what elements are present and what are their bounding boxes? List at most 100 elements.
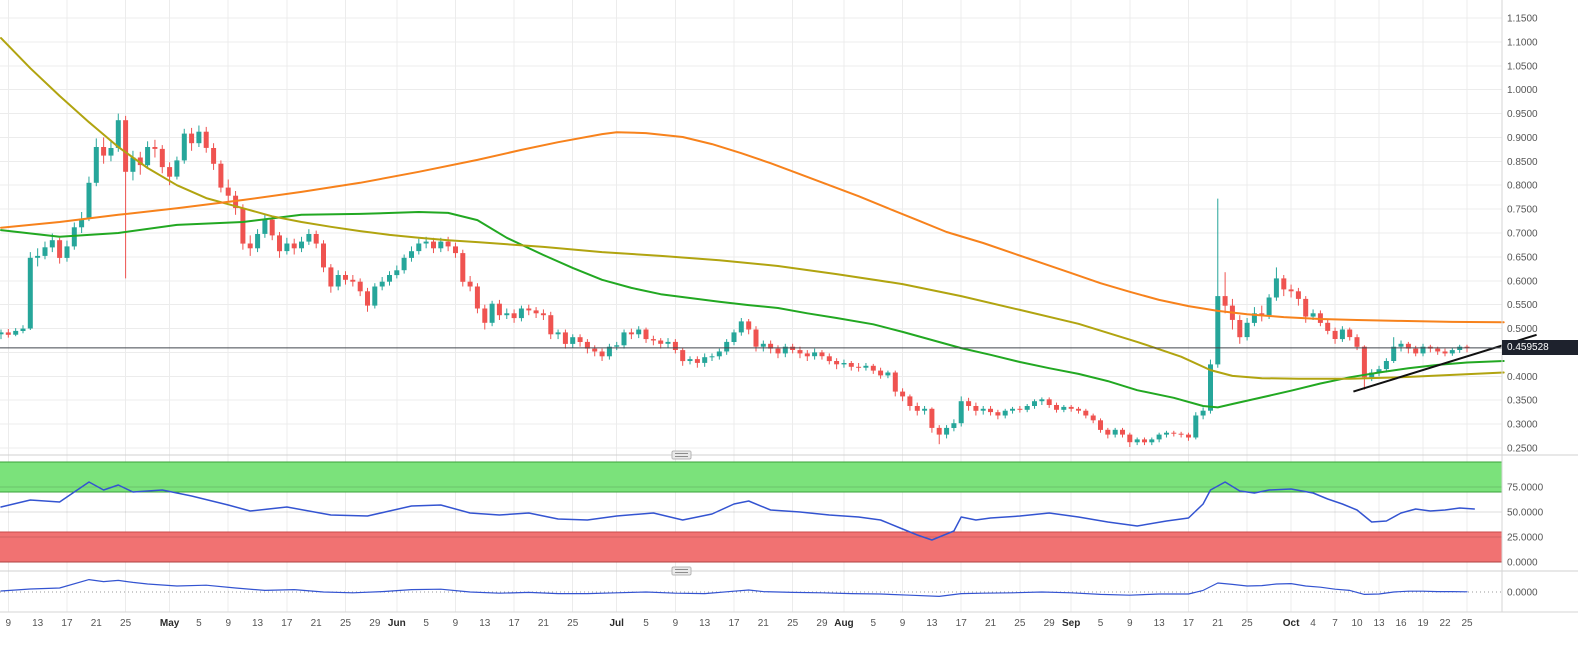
momentum-line[interactable]	[0, 578, 1468, 598]
candle	[782, 346, 788, 354]
candle	[1442, 351, 1448, 354]
candle	[966, 401, 972, 406]
candle	[1310, 313, 1316, 317]
rsi-tick-label: 0.0000	[1507, 558, 1538, 569]
pane-separators[interactable]	[0, 0, 1578, 613]
candle	[1215, 296, 1221, 365]
candle	[1017, 408, 1023, 410]
candle	[1295, 291, 1301, 299]
time-tick-label: 9	[225, 618, 231, 629]
candle	[1032, 401, 1037, 406]
candle	[1002, 410, 1008, 416]
candle	[951, 423, 957, 428]
time-tick-label: 21	[91, 618, 103, 629]
candle	[431, 241, 436, 249]
candle	[174, 160, 180, 177]
candle	[929, 408, 935, 428]
rsi-tick-label: 50.0000	[1507, 508, 1544, 519]
candle	[914, 406, 920, 411]
pane-resize-handle-icon[interactable]	[671, 566, 692, 576]
candle	[35, 255, 41, 258]
price-tick-label: 0.3500	[1507, 396, 1538, 407]
candle	[1024, 406, 1030, 410]
price-tick-label: 0.7000	[1507, 228, 1538, 239]
candle	[189, 133, 195, 144]
time-tick-label: 13	[699, 618, 711, 629]
rsi-line[interactable]	[0, 481, 1476, 541]
candle	[115, 120, 121, 148]
candle	[416, 243, 422, 252]
candle	[504, 313, 510, 316]
candle	[1222, 296, 1228, 306]
price-tick-label: 0.6500	[1507, 252, 1538, 263]
time-tick-label: 25	[1014, 618, 1026, 629]
time-tick-label: 21	[538, 618, 550, 629]
candle	[628, 332, 634, 335]
ma-slow-orange[interactable]	[0, 131, 1505, 324]
candle	[599, 351, 605, 357]
candle	[86, 182, 92, 219]
candle	[1112, 429, 1118, 435]
candle	[1054, 405, 1059, 410]
candle	[738, 321, 744, 333]
candle	[856, 366, 862, 368]
candle	[775, 348, 781, 354]
candle	[64, 246, 70, 258]
candle	[1325, 322, 1331, 331]
candle	[328, 267, 334, 287]
candle	[218, 163, 224, 188]
candle	[988, 408, 993, 413]
price-tick-label: 0.3000	[1507, 420, 1538, 431]
axes[interactable]: 1.1500 1.1000 1.0500 1.0000 0.9500 0.9000 0.85…	[6, 13, 1544, 629]
ma-mid-olive[interactable]	[0, 37, 1505, 380]
candle	[819, 352, 825, 357]
candle	[1127, 434, 1133, 443]
candle	[1398, 343, 1404, 347]
candle	[1464, 346, 1470, 348]
time-tick-label: 17	[956, 618, 968, 629]
time-tick-label: 5	[423, 618, 429, 629]
moving-averages	[0, 37, 1505, 409]
price-tick-label: 0.4000	[1507, 372, 1538, 383]
candle	[152, 147, 158, 149]
candle	[797, 350, 803, 354]
candle	[1171, 432, 1177, 434]
overbought-zone	[0, 462, 1502, 492]
candle	[526, 308, 532, 311]
candle	[1259, 313, 1265, 316]
time-tick-label: 25	[120, 618, 132, 629]
candle	[848, 363, 854, 367]
time-tick-label: 21	[311, 618, 323, 629]
price-tick-label: 0.7500	[1507, 205, 1538, 216]
pane-resize-handle-icon[interactable]	[671, 450, 692, 460]
candle	[277, 235, 282, 252]
candle	[79, 218, 85, 228]
candle	[716, 351, 722, 357]
time-tick-label: 13	[1154, 618, 1166, 629]
candle	[181, 133, 187, 161]
time-tick-label: 9	[453, 618, 459, 629]
candle	[387, 275, 392, 282]
candle	[0, 332, 4, 335]
candle	[680, 350, 686, 362]
price-tick-label: 1.0000	[1507, 85, 1538, 96]
price-tick-label: 0.9000	[1507, 133, 1538, 144]
candle	[1083, 410, 1089, 416]
candle	[159, 148, 165, 168]
candle	[291, 243, 297, 249]
candle	[1010, 408, 1015, 411]
candle	[1369, 372, 1375, 378]
time-tick-label: 16	[1395, 618, 1407, 629]
candle	[636, 329, 642, 335]
candle	[709, 356, 715, 358]
ma-fast-green[interactable]	[0, 211, 1505, 409]
time-month-label: Jul	[609, 618, 624, 629]
candle	[225, 187, 231, 196]
time-tick-label: 10	[1351, 618, 1363, 629]
candle	[665, 341, 671, 344]
candle	[870, 365, 876, 371]
candle	[533, 310, 539, 314]
candle	[672, 341, 678, 350]
